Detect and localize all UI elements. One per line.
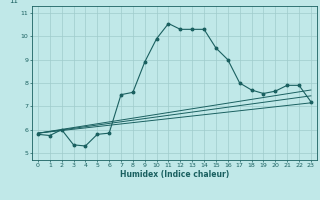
- X-axis label: Humidex (Indice chaleur): Humidex (Indice chaleur): [120, 170, 229, 179]
- Text: 11: 11: [9, 0, 18, 4]
